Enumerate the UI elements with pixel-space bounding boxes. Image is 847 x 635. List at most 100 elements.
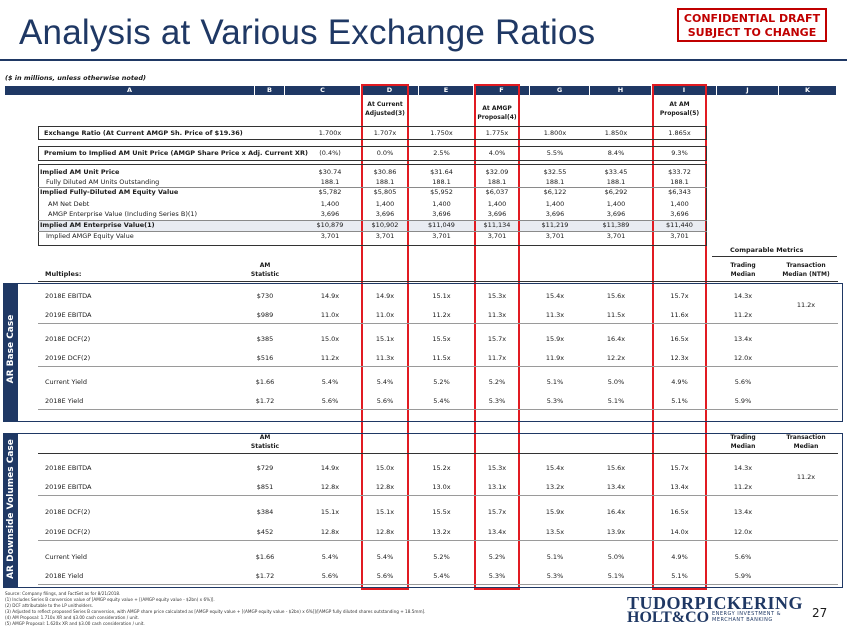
top-row-value: (0.4%) <box>319 149 341 157</box>
metric-label: 2019E EBITDA <box>45 311 92 319</box>
multiple-value: 11.5x <box>606 311 626 319</box>
top-row-value: 8.4% <box>607 149 625 157</box>
metric-label: 2019E DCF(2) <box>45 354 91 362</box>
multiple-value: 16.4x <box>606 508 626 516</box>
header-line: Median <box>730 271 756 278</box>
column-letter: F <box>474 86 530 95</box>
top-row-value: 3,701 <box>432 232 451 240</box>
top-row-value: $32.09 <box>485 168 509 176</box>
multiple-value: 5.6% <box>376 397 394 405</box>
premium-box <box>38 146 707 161</box>
top-row-value: 1.775x <box>485 129 509 137</box>
top-row-label: AM Net Debt <box>48 200 90 208</box>
top-row-value: 188.1 <box>432 178 451 186</box>
confidential-line-2: SUBJECT TO CHANGE <box>687 26 817 39</box>
multiple-value: 13.5x <box>545 528 565 536</box>
top-row-value: 1.707x <box>373 129 397 137</box>
header-line: Proposal(5) <box>659 110 700 117</box>
base-case-section <box>17 283 843 422</box>
header-am-proposal: At AM Proposal(5) <box>652 100 707 118</box>
multiple-value: 15.6x <box>606 292 626 300</box>
base-case-band <box>3 283 17 422</box>
top-row-value: 3,696 <box>320 210 340 218</box>
multiple-value: 5.4% <box>321 553 339 561</box>
logo-line-1: TUDORPICKERING <box>627 593 804 613</box>
am-statistic-value: $452 <box>256 528 274 536</box>
title-rule <box>0 59 847 61</box>
trading-median-value: 11.2x <box>733 311 753 319</box>
top-row-value: 1.850x <box>604 129 628 137</box>
multiple-value: 13.1x <box>487 483 507 491</box>
trading-median-value: 5.6% <box>734 378 752 386</box>
multiple-value: 11.0x <box>320 311 340 319</box>
top-row-value: 1,400 <box>606 200 626 208</box>
multiples-label: Multiples: <box>45 270 82 278</box>
multiple-value: 5.6% <box>376 572 394 580</box>
multiple-value: 15.5x <box>432 508 451 516</box>
multiple-value: 11.3x <box>545 311 565 319</box>
metric-label: 2018E DCF(2) <box>45 508 91 516</box>
multiple-value: 15.7x <box>670 464 689 472</box>
logo-line-2: HOLT&CO <box>627 609 710 626</box>
top-row-value: 188.1 <box>375 178 395 186</box>
header-line: Median <box>730 443 756 450</box>
footnote-line: (5) AMGP Proposal: 1.620x XR and $3.00 c… <box>5 621 145 626</box>
am-statistic-header: AM Statistic <box>250 433 280 451</box>
trading-median-value: 11.2x <box>733 483 753 491</box>
header-line: Transaction <box>786 434 826 441</box>
top-row-value: 1,400 <box>545 200 565 208</box>
top-row-value: $11,389 <box>602 221 630 229</box>
header-line: Adjusted(3) <box>365 110 405 117</box>
column-letter: E <box>419 86 474 95</box>
column-letter: J <box>717 86 779 95</box>
am-statistic-value: $1.66 <box>255 553 275 561</box>
multiple-value: 13.4x <box>670 483 689 491</box>
header-line: At Current <box>367 101 403 108</box>
header-line: Median (NTM) <box>782 271 830 278</box>
multiple-value: 15.9x <box>545 335 565 343</box>
multiple-value: 4.9% <box>671 378 688 386</box>
am-statistic-value: $516 <box>256 354 274 362</box>
multiple-value: 5.6% <box>321 572 339 580</box>
multiple-value: 5.4% <box>376 378 394 386</box>
confidential-stamp: CONFIDENTIAL DRAFT SUBJECT TO CHANGE <box>677 8 827 42</box>
top-row-value: $10,879 <box>316 221 344 229</box>
top-row-label: Implied AMGP Equity Value <box>46 232 134 240</box>
metric-label: 2018E EBITDA <box>45 292 92 300</box>
multiple-value: 14.0x <box>670 528 689 536</box>
multiple-value: 5.4% <box>433 397 450 405</box>
top-row-value: $6,343 <box>668 188 691 196</box>
top-row-value: 1,400 <box>670 200 689 208</box>
multiple-value: 15.7x <box>487 508 507 516</box>
header-line: Trading <box>730 262 756 269</box>
top-row-value: 188.1 <box>320 178 340 186</box>
top-row-value: 1,400 <box>320 200 340 208</box>
units-note: ($ in millions, unless otherwise noted) <box>5 74 146 82</box>
multiple-value: 5.1% <box>671 397 688 405</box>
multiple-value: 5.1% <box>546 553 564 561</box>
multiple-value: 5.0% <box>607 553 625 561</box>
logo-tag-line: MERCHANT BANKING <box>712 617 773 623</box>
top-row-value: 2.5% <box>433 149 450 157</box>
top-row-value: $30.74 <box>318 168 342 176</box>
row-divider <box>38 187 707 188</box>
multiple-value: 15.1x <box>432 292 451 300</box>
multiple-value: 11.2x <box>320 354 340 362</box>
multiple-value: 4.9% <box>671 553 688 561</box>
multiple-value: 5.2% <box>433 378 450 386</box>
multiple-value: 11.3x <box>487 311 507 319</box>
valuation-box <box>38 164 707 246</box>
top-row-value: 3,701 <box>670 232 689 240</box>
trading-median-value: 5.9% <box>734 397 752 405</box>
multiple-value: 15.0x <box>320 335 340 343</box>
top-row-value: 3,696 <box>487 210 507 218</box>
top-row-value: $6,292 <box>604 188 628 196</box>
highlight-column-i <box>652 84 707 590</box>
multiple-value: 13.9x <box>606 528 626 536</box>
am-statistic-value: $1.66 <box>255 378 275 386</box>
top-row-value: $33.45 <box>604 168 628 176</box>
row-divider <box>38 231 707 232</box>
base-case-label: AR Base Case <box>6 314 16 384</box>
multiple-value: 14.9x <box>375 292 395 300</box>
am-statistic-value: $989 <box>256 311 274 319</box>
